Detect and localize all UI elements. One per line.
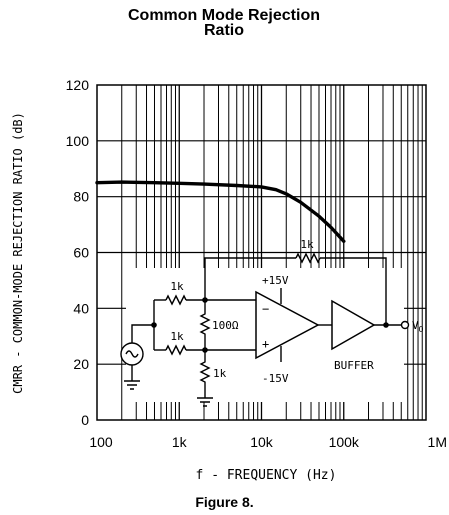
ground-bottom-icon bbox=[197, 397, 213, 407]
y-tick-label: 60 bbox=[73, 245, 89, 261]
y-tick-label: 40 bbox=[73, 300, 89, 316]
supply-negative-label: -15V bbox=[262, 372, 289, 385]
feedback-wire-left bbox=[204, 257, 296, 300]
x-axis-label: f - FREQUENCY (Hz) bbox=[196, 468, 337, 483]
x-tick-label: 1M bbox=[428, 434, 447, 450]
plot-frame bbox=[96, 84, 427, 421]
x-tick-label: 1k bbox=[172, 434, 188, 450]
y-tick-label: 80 bbox=[73, 189, 89, 205]
buffer-triangle bbox=[331, 299, 376, 351]
chart-title-line-1: Common Mode Rejection bbox=[127, 7, 320, 24]
output-label-v: V bbox=[412, 319, 419, 332]
opamp-plus-sign: + bbox=[262, 337, 269, 351]
resistor-bottom-left-label: 1k bbox=[170, 330, 184, 343]
chart-title-line-2: Ratio bbox=[204, 22, 244, 39]
resistor-top-left-label: 1k bbox=[170, 280, 184, 293]
chart-title: Common Mode Rejection Ratio bbox=[92, 7, 356, 39]
cmrr-series-line bbox=[95, 180, 346, 243]
output-terminal bbox=[400, 320, 410, 330]
resistor-top-left bbox=[165, 294, 187, 306]
figure-caption: Figure 8. bbox=[195, 494, 254, 510]
ground-source-icon bbox=[124, 380, 140, 390]
resistor-bottom-left bbox=[165, 344, 187, 356]
resistor-feedback bbox=[295, 252, 321, 264]
supply-positive-label: +15V bbox=[262, 274, 289, 287]
resistor-middle-label: 100Ω bbox=[212, 319, 239, 332]
feedback-wire-right bbox=[320, 257, 387, 325]
output-label: VO bbox=[412, 319, 424, 334]
source-wire-top bbox=[131, 324, 154, 343]
y-axis-label: CMRR - COMMON-MODE REJECTION RATIO (dB) bbox=[11, 112, 25, 394]
opamp-minus-sign: − bbox=[262, 302, 269, 316]
y-tick-label: 120 bbox=[66, 77, 90, 93]
opamp-triangle bbox=[255, 290, 320, 360]
x-tick-label: 100k bbox=[329, 434, 360, 450]
x-tick-label: 100 bbox=[89, 434, 113, 450]
output-label-subscript: O bbox=[419, 325, 424, 334]
y-tick-label: 0 bbox=[81, 412, 89, 428]
buffer-label: BUFFER bbox=[334, 359, 374, 372]
resistor-bottom-label: 1k bbox=[213, 367, 227, 380]
y-tick-label: 100 bbox=[66, 133, 90, 149]
y-tick-label: 20 bbox=[73, 356, 89, 372]
resistor-feedback-label: 1k bbox=[300, 238, 314, 251]
output-node bbox=[383, 322, 389, 328]
test-circuit-inset: 1k 1k 1k 100Ω 1k − + +15V -15V bbox=[120, 238, 424, 407]
resistor-middle bbox=[199, 300, 211, 350]
x-tick-label: 10k bbox=[250, 434, 274, 450]
axis-ticks: 0 20 40 60 80 100 120 100 1k 10k 100k 1M bbox=[66, 77, 447, 450]
resistor-bottom bbox=[199, 350, 211, 398]
sine-wave-icon bbox=[125, 350, 139, 358]
